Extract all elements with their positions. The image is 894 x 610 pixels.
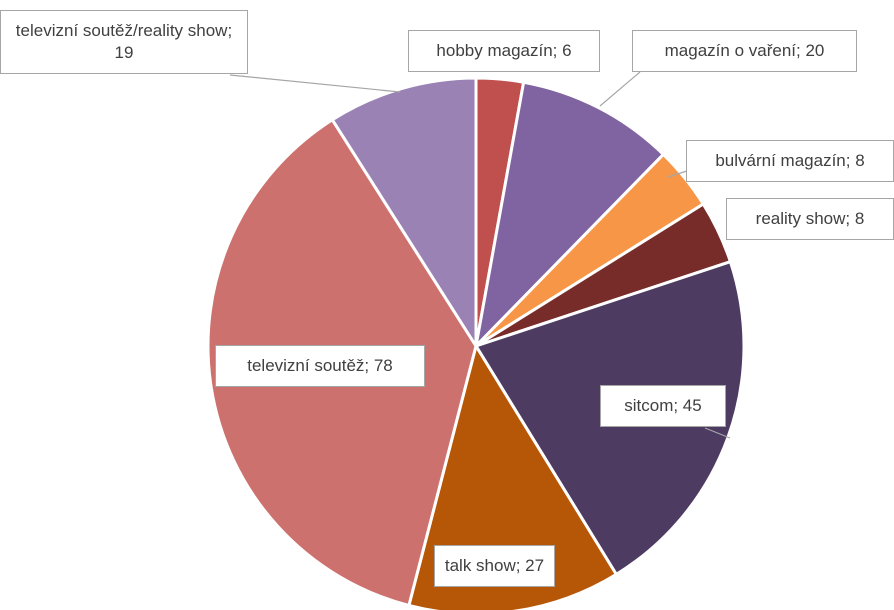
data-label: televizní soutěž/reality show; 19 — [0, 10, 248, 74]
leader-line — [704, 427, 731, 439]
data-label: sitcom; 45 — [600, 385, 726, 427]
data-label: bulvární magazín; 8 — [686, 140, 894, 182]
pie-slice — [407, 342, 619, 610]
data-label: hobby magazín; 6 — [408, 30, 600, 72]
data-label: magazín o vaření; 20 — [632, 30, 857, 72]
data-label: reality show; 8 — [726, 198, 894, 240]
leader-line — [599, 71, 641, 107]
pie-slice — [330, 76, 478, 352]
data-label: televizní soutěž; 78 — [215, 345, 425, 387]
leader-line — [229, 74, 401, 93]
pie-slice — [473, 80, 666, 351]
data-label: talk show; 27 — [434, 545, 555, 587]
